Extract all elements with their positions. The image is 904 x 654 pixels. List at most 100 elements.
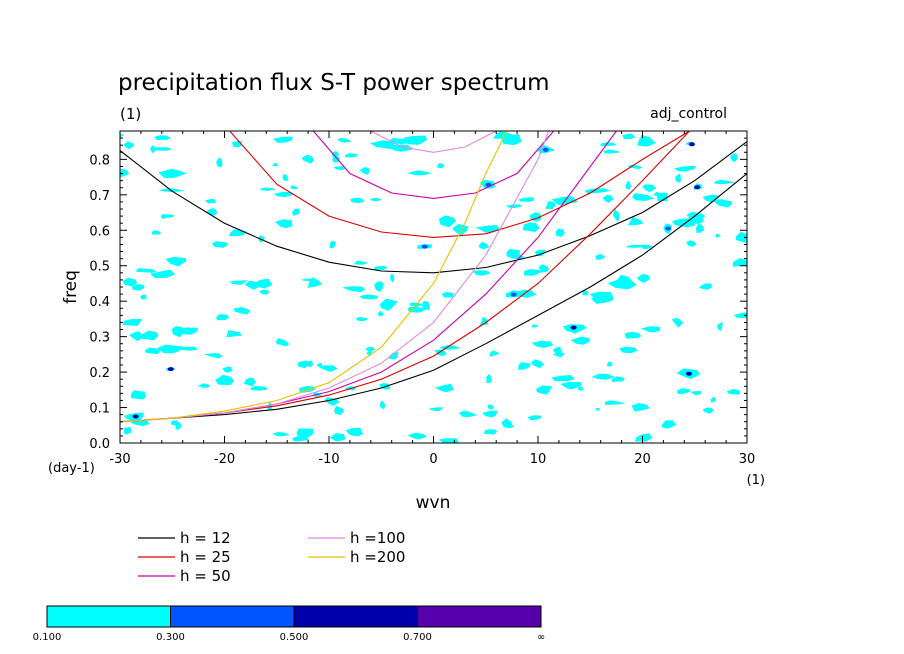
shading-patch [640, 326, 661, 333]
shading-patch [158, 168, 187, 179]
shading-patch [516, 289, 537, 298]
shading-patch [150, 145, 156, 154]
shading-patch [175, 421, 182, 430]
shading-patch [407, 170, 432, 176]
shading-patch [171, 346, 198, 351]
shading-patch [642, 184, 657, 193]
shading-patch [259, 289, 269, 295]
colorbar: 0.100 0.300 0.500 0.700 ∞ [33, 605, 545, 643]
shading-patch [627, 216, 644, 226]
shading-patch [365, 347, 376, 353]
shading-patch [235, 306, 251, 315]
shading-patch [475, 225, 501, 233]
shading-patch [686, 240, 697, 247]
shading-patch [296, 428, 314, 439]
x-axis-unit: (1) [747, 473, 765, 488]
shading-patch [144, 347, 161, 355]
shading-patch [600, 142, 617, 146]
plot-frame [119, 130, 748, 444]
shading-peak [510, 292, 517, 297]
shading-patch [611, 376, 625, 382]
shading-patch [374, 281, 383, 288]
shading-patch [595, 254, 606, 260]
shading-patch [337, 137, 352, 143]
shading-patch [438, 215, 456, 228]
shading-peak [665, 226, 672, 231]
shading-patch [591, 373, 616, 380]
colorbar-level-label: 0.700 [403, 632, 432, 643]
y-tick-label: 0.0 [89, 437, 110, 452]
shading-patch [622, 133, 636, 140]
shading-patch [403, 135, 427, 145]
shading-patch [483, 429, 498, 435]
shading-patch [522, 222, 540, 232]
y-axis-unit: (day-1) [48, 461, 95, 476]
x-tick-label: -30 [109, 452, 130, 467]
shading-peak [132, 414, 139, 419]
y-tick-label: 0.1 [89, 402, 110, 417]
shading-patch [421, 300, 430, 311]
shading-patch [702, 194, 720, 203]
shading-patch [370, 140, 395, 150]
shading-patch [333, 165, 346, 171]
colorbar-level-label: 0.300 [156, 632, 185, 643]
shading-peak [685, 371, 692, 376]
shading-patch [149, 269, 176, 279]
shading-patch [699, 283, 712, 290]
shading-patch [602, 194, 614, 203]
x-tick-label: 10 [530, 452, 547, 467]
shading-patch [732, 258, 747, 267]
shading-patch [518, 362, 531, 370]
shading-patch [228, 229, 247, 236]
shading-patch [733, 312, 747, 319]
shading-patch [607, 278, 637, 290]
shading-patch [370, 197, 383, 201]
chart-subtitle-right: adj_control [650, 106, 727, 122]
shading-patch [179, 327, 199, 335]
shading-patch [391, 144, 413, 152]
shading-patch [531, 324, 539, 328]
legend-label: h = 12 [180, 529, 231, 547]
colorbar-level-label: 0.500 [280, 632, 309, 643]
shading-patch [501, 134, 522, 146]
y-tick-label: 0.6 [89, 224, 110, 239]
shading-patch [527, 415, 542, 421]
shading-patch [222, 366, 233, 373]
shading-patch [359, 294, 379, 300]
colorbar-level-label: ∞ [537, 632, 545, 643]
shading-patch [715, 233, 721, 238]
y-tick-label: 0.2 [89, 366, 110, 381]
series-line [120, 131, 550, 423]
shading-patch [676, 388, 691, 394]
shading-patch [131, 284, 145, 291]
shading-patch [120, 133, 124, 138]
shading-patch [624, 331, 642, 339]
axes: -30 -20 -10 0 10 20 30 0.0 0.1 0.2 0.3 0.4 0.5 0.6 0.7… [89, 131, 755, 467]
shading-patch [726, 389, 740, 395]
x-tick-label: 20 [634, 452, 651, 467]
y-tick-label: 0.5 [89, 260, 110, 275]
shading-patch [407, 432, 428, 440]
shading-patch [458, 410, 478, 417]
shading-patch [131, 390, 146, 400]
shading-patch [272, 163, 278, 167]
shading-patch [441, 292, 454, 297]
shading-patch [329, 433, 346, 442]
shading-patch [631, 403, 650, 412]
shading-patch [589, 291, 612, 300]
shading-patch [407, 306, 427, 313]
shading-patch [137, 330, 159, 341]
shading-patch [531, 340, 554, 348]
shading-peak [570, 325, 577, 330]
shading-patch [298, 360, 308, 369]
shading-patch [570, 336, 590, 345]
shading-patch [435, 383, 454, 393]
shading-peak [694, 185, 701, 190]
shading-patch [560, 381, 582, 390]
shading-patch [165, 257, 187, 267]
shading-patch [619, 346, 638, 354]
y-tick-label: 0.3 [89, 331, 110, 346]
shading-patch [290, 185, 298, 190]
shading-peak [421, 244, 428, 249]
